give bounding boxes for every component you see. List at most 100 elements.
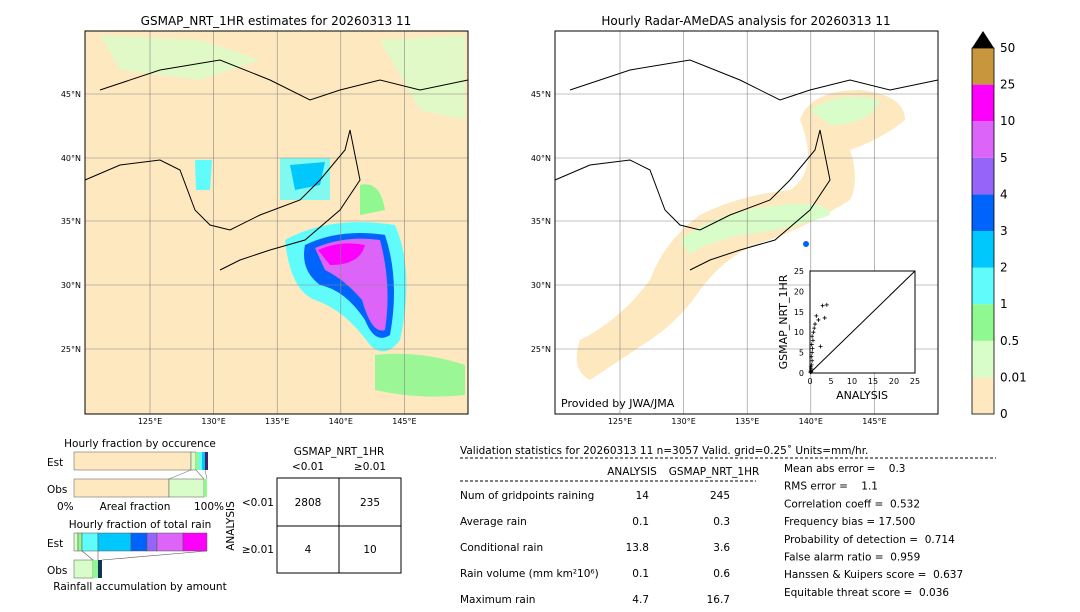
- scatter-point: [814, 313, 819, 318]
- scatter-inset: ANALYSIS GSMAP_NRT_1HR 00 5 5 10 10 15 15 20 20 2…: [777, 267, 920, 402]
- lat-tick: 45°N: [531, 90, 551, 99]
- lat-tick: 40°N: [531, 154, 551, 163]
- right-map: 125°E 130°E 135°E 140°E 145°E 45°N 40°N 35°N 30°…: [531, 30, 939, 426]
- scatter-point: [813, 322, 818, 327]
- table-title: GSMAP_NRT_1HR: [294, 446, 385, 458]
- scatter-xtick: 5: [828, 377, 833, 386]
- lat-tick: 40°N: [61, 154, 81, 163]
- total-rain-fraction-chart: Hourly fraction of total rain Est Obs Ra…: [47, 519, 227, 593]
- colorbar-label: 50: [1000, 41, 1015, 55]
- stat-label: Average rain: [460, 516, 527, 528]
- lon-tick: 145°E: [392, 417, 416, 426]
- colorbar-label: 0: [1000, 407, 1008, 421]
- scatter-ytick: 5: [799, 349, 804, 358]
- scatter-ytick: 20: [794, 287, 804, 296]
- scatter-xtick: 15: [868, 377, 878, 386]
- scatter-point: [824, 302, 829, 307]
- lon-tick: 130°E: [201, 417, 225, 426]
- stat-analysis: 13.8: [626, 542, 649, 554]
- score: Correlation coeff = 0.532: [784, 498, 920, 510]
- left-map-title: GSMAP_NRT_1HR estimates for 20260313 11: [141, 14, 412, 28]
- accumulation-label: Rainfall accumulation by amount: [53, 581, 226, 593]
- colorbar-extend-triangle: [972, 31, 994, 48]
- score: False alarm ratio = 0.959: [784, 552, 920, 564]
- stat-label: Conditional rain: [460, 542, 543, 554]
- validation-stats: Validation statistics for 20260313 11 n=…: [460, 445, 996, 606]
- scatter-xtick: 20: [889, 377, 899, 386]
- scatter-point: [822, 315, 827, 320]
- colorbar-segment: [972, 157, 994, 195]
- stat-analysis: 0.1: [632, 516, 649, 528]
- scatter-ytick: 15: [794, 308, 804, 317]
- col-analysis: ANALYSIS: [607, 466, 657, 478]
- stat-analysis: 14: [636, 490, 650, 502]
- occurrence-title: Hourly fraction by occurence: [64, 438, 216, 450]
- scatter-ytick: 10: [794, 328, 804, 337]
- occurrence-fraction-chart: Hourly fraction by occurence Est Obs 0% …: [47, 438, 224, 513]
- stats-header: Validation statistics for 20260313 11 n=…: [460, 445, 868, 457]
- stat-gsmap: 3.6: [713, 542, 730, 554]
- obs-label-2: Obs: [47, 565, 67, 577]
- cell: 10: [363, 544, 376, 556]
- areal-fraction-label: Areal fraction: [100, 501, 171, 513]
- scatter-xtick: 25: [910, 377, 920, 386]
- lat-tick: 25°N: [531, 345, 551, 354]
- lon-tick: 140°E: [799, 417, 823, 426]
- cell: 4: [305, 544, 312, 556]
- score: Hanssen & Kuipers score = 0.637: [784, 569, 963, 581]
- lat-tick: 25°N: [61, 345, 81, 354]
- colorbar-label: 0.01: [1000, 370, 1027, 384]
- lon-tick: 125°E: [608, 417, 632, 426]
- score: Frequency bias = 17.500: [784, 516, 915, 528]
- colorbar-segment: [972, 194, 994, 231]
- stat-label: Num of gridpoints raining: [460, 490, 594, 502]
- obs-label: Obs: [47, 484, 67, 496]
- stat-gsmap: 245: [710, 490, 730, 502]
- colorbar-label: 5: [1000, 151, 1008, 165]
- contingency-table: GSMAP_NRT_1HR <0.01 ≥0.01 <0.01 ≥0.01 AN…: [225, 446, 402, 574]
- scatter-point: [810, 338, 815, 343]
- scatter-point: [809, 342, 814, 347]
- scatter-point: [809, 369, 814, 374]
- right-map-title: Hourly Radar-AMeDAS analysis for 2026031…: [601, 14, 890, 28]
- scatter-point: [810, 350, 815, 355]
- lat-tick: 35°N: [61, 217, 81, 226]
- lon-tick: 125°E: [138, 417, 162, 426]
- colorbar-segment: [972, 231, 994, 268]
- row-header: ≥0.01: [242, 544, 274, 556]
- colorbar-label: 4: [1000, 187, 1008, 201]
- colorbar-segment: [972, 48, 994, 85]
- scatter-xtick: 0: [807, 377, 812, 386]
- colorbar-label: 3: [1000, 224, 1008, 238]
- scatter-point: [810, 358, 815, 363]
- stat-analysis: 4.7: [632, 594, 649, 606]
- lat-tick: 30°N: [531, 281, 551, 290]
- lon-tick: 145°E: [862, 417, 886, 426]
- score: RMS error = 1.1: [784, 481, 878, 493]
- col-header: ≥0.01: [354, 461, 386, 473]
- lat-tick: 30°N: [61, 281, 81, 290]
- stat-label: Rain volume (mm km²10⁶): [460, 568, 599, 580]
- lon-tick: 135°E: [265, 417, 289, 426]
- score: Mean abs error = 0.3: [784, 463, 905, 475]
- col-header: <0.01: [292, 461, 324, 473]
- score: Equitable threat score = 0.036: [784, 587, 949, 599]
- est-label-2: Est: [47, 538, 63, 550]
- stat-gsmap: 16.7: [707, 594, 730, 606]
- xmax-label: 100%: [194, 501, 224, 513]
- credit-text: Provided by JWA/JMA: [561, 397, 675, 410]
- scatter-point: [808, 370, 813, 375]
- lon-tick: 135°E: [735, 417, 759, 426]
- colorbar-frame: [971, 47, 995, 415]
- scatter-ylabel: GSMAP_NRT_1HR: [777, 274, 790, 369]
- score: Probability of detection = 0.714: [784, 534, 955, 546]
- colorbar-label: 0.5: [1000, 334, 1019, 348]
- xmin-label: 0%: [57, 501, 74, 513]
- stat-label: Maximum rain: [460, 594, 535, 606]
- cell: 235: [360, 497, 380, 509]
- total-rain-title: Hourly fraction of total rain: [69, 519, 212, 531]
- colorbar-segment: [972, 84, 994, 122]
- scatter-point: [818, 344, 823, 349]
